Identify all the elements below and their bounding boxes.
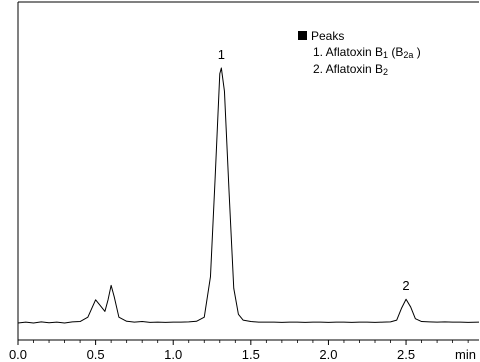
x-tick-label: 1.0 <box>164 347 182 362</box>
x-axis-ticks: 0.0 0.5 1.0 1.5 2.0 2.5 min <box>9 340 476 362</box>
x-tick-label: 0.0 <box>9 347 27 362</box>
x-tick-label: 0.5 <box>87 347 105 362</box>
legend-entry: 2. Aflatoxin B2 <box>313 62 388 77</box>
peak-labels: 12 <box>218 47 410 293</box>
series-layer <box>17 67 480 324</box>
legend-square-marker <box>298 31 307 40</box>
x-tick-label: 2.5 <box>397 347 415 362</box>
legend: Peaks 1. Aflatoxin B1 (B2a ) 2. Aflatoxin … <box>298 29 421 77</box>
x-axis-unit-label: min <box>455 347 476 362</box>
axes <box>17 1 479 341</box>
peak-label: 1 <box>218 47 225 62</box>
x-tick-label: 1.5 <box>242 347 260 362</box>
legend-entry: 1. Aflatoxin B1 (B2a ) <box>313 45 421 60</box>
legend-title: Peaks <box>311 29 344 43</box>
x-tick-label: 2.0 <box>319 347 337 362</box>
peak-label: 2 <box>402 278 409 293</box>
chromatogram-trace <box>17 67 480 324</box>
